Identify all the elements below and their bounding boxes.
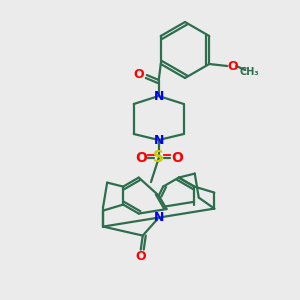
Text: S: S — [153, 151, 164, 166]
Text: O: O — [135, 250, 146, 263]
Text: N: N — [154, 89, 164, 103]
Text: O: O — [135, 151, 147, 165]
Text: CH₃: CH₃ — [239, 67, 259, 77]
Text: N: N — [154, 211, 164, 224]
Text: N: N — [154, 134, 164, 146]
Text: O: O — [134, 68, 144, 82]
Text: O: O — [171, 151, 183, 165]
Text: O: O — [227, 59, 238, 73]
